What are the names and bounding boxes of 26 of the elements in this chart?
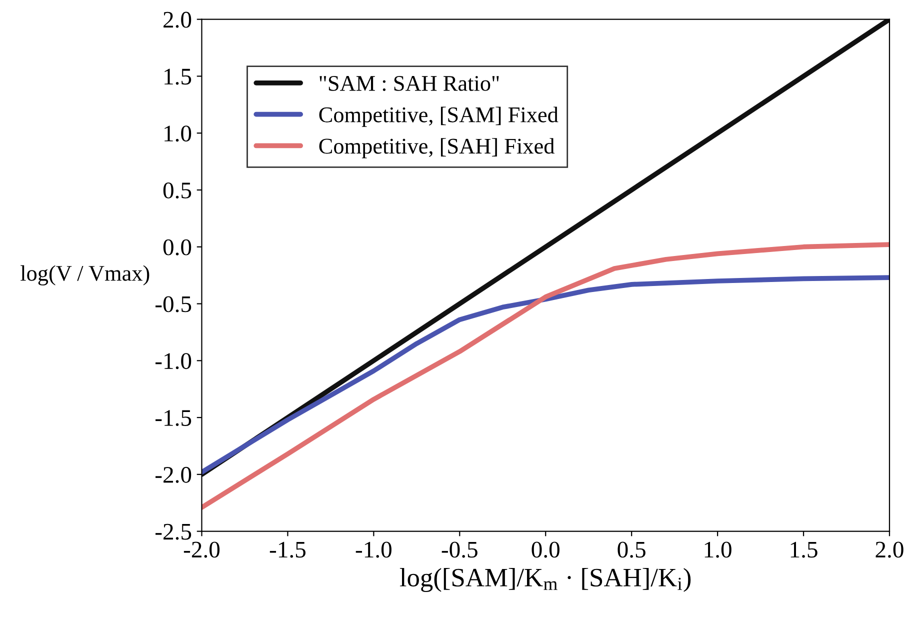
y-tick-label: -0.5 <box>156 296 192 312</box>
y-tick-label: -1.5 <box>156 410 192 426</box>
x-tick-label: -1.5 <box>270 542 306 558</box>
x-tick-label: -0.5 <box>442 542 478 558</box>
x-axis-title: log([SAM]/K$_{m}$ · [SAH]/K$_{i}$) <box>400 568 691 592</box>
x-tick-label: -2.0 <box>184 542 220 558</box>
line-series <box>202 242 890 510</box>
x-tick-label: 0.0 <box>532 542 560 558</box>
y-tick-label: 2.0 <box>164 12 192 28</box>
x-tick-label: 1.5 <box>790 542 818 558</box>
y-tick-label: -1.0 <box>156 353 192 370</box>
x-tick-label: 1.0 <box>704 542 732 558</box>
y-tick-label: 0.5 <box>163 182 192 199</box>
y-axis-title: log(V / Vmax) <box>20 265 150 286</box>
y-tick-label: -2.0 <box>156 466 192 483</box>
x-tick-label: 2.0 <box>876 542 904 558</box>
x-tick-label: -1.0 <box>356 542 392 558</box>
legend-label: Competitive, [SAH] Fixed <box>319 138 554 158</box>
legend-label: "SAM : SAH Ratio" <box>320 76 499 92</box>
x-tick-label: 0.5 <box>618 542 646 558</box>
y-tick-label: -2.5 <box>156 524 192 540</box>
line-series <box>202 275 890 475</box>
y-tick-label: 0.0 <box>163 239 192 256</box>
legend-label: Competitive, [SAM] Fixed <box>319 106 558 127</box>
y-tick-label: 1.0 <box>164 126 192 142</box>
y-tick-label: 1.5 <box>164 68 192 85</box>
